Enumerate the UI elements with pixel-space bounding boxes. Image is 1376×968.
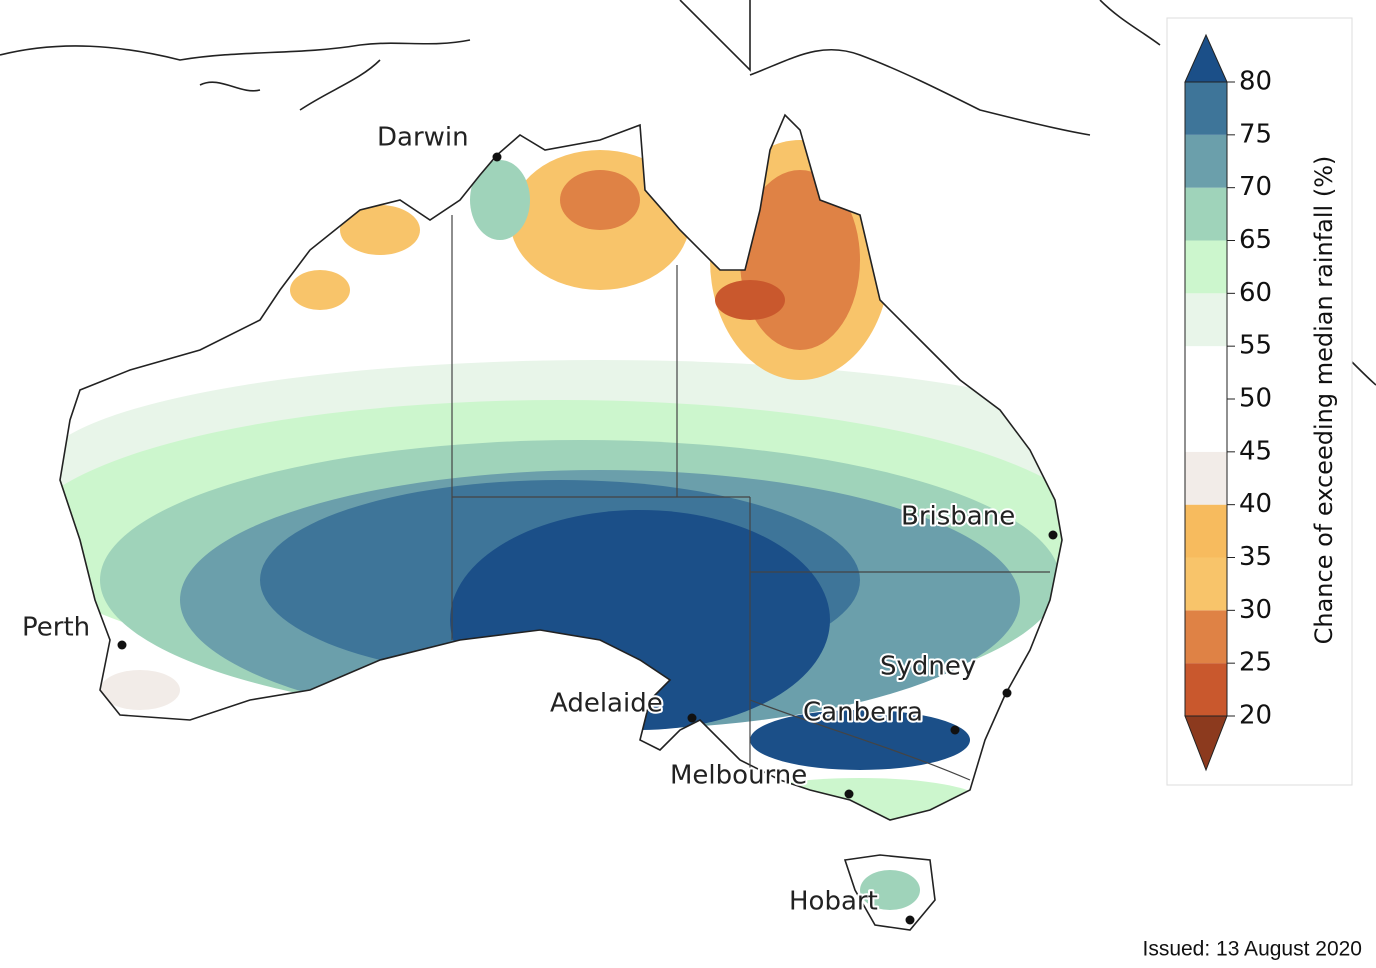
colorbar-band bbox=[1185, 134, 1227, 188]
colorbar-band bbox=[1185, 82, 1227, 135]
city-label: Sydney bbox=[880, 652, 976, 682]
colorbar-tick-label: 20 bbox=[1239, 701, 1272, 731]
city-label: Melbourne bbox=[670, 761, 807, 791]
colorbar-tick-label: 80 bbox=[1239, 67, 1272, 97]
city-dot bbox=[687, 713, 697, 723]
colorbar-band bbox=[1185, 187, 1227, 241]
colorbar: 20 25 30 35 40 45 50 55 60 65 70 75 80 bbox=[1184, 33, 1272, 772]
colorbar-tick-label: 55 bbox=[1239, 331, 1272, 361]
colorbar-band bbox=[1185, 557, 1227, 611]
colorbar-band bbox=[1185, 451, 1227, 505]
colorbar-band bbox=[1185, 504, 1227, 558]
city-dot bbox=[117, 640, 127, 650]
colorbar-tick-label: 30 bbox=[1239, 595, 1272, 625]
cities: Darwin Perth Adelaide Melbourne Canberra Sydn… bbox=[20, 121, 1058, 925]
city-dot bbox=[1002, 688, 1012, 698]
city-label: Canberra bbox=[803, 698, 923, 728]
city-label: Adelaide bbox=[550, 689, 663, 719]
city-label: Perth bbox=[22, 613, 90, 643]
rainfall-field bbox=[60, 140, 1062, 910]
colorbar-label: Chance of exceeding median rainfall (%) bbox=[1310, 156, 1338, 645]
neighbour-coastlines bbox=[0, 0, 1376, 386]
city-dot bbox=[1048, 530, 1058, 540]
colorbar-tick-label: 60 bbox=[1239, 278, 1272, 308]
colorbar-tick-label: 50 bbox=[1239, 384, 1272, 414]
colorbar-tick-label: 25 bbox=[1239, 648, 1272, 678]
city-label: Hobart bbox=[789, 887, 878, 917]
city-dot bbox=[905, 915, 915, 925]
city-dot bbox=[950, 725, 960, 735]
issued-date: Issued: 13 August 2020 bbox=[1142, 938, 1362, 961]
colorbar-tick-label: 65 bbox=[1239, 225, 1272, 255]
city-label: Brisbane bbox=[901, 502, 1015, 532]
colorbar-tick-label: 40 bbox=[1239, 489, 1272, 519]
colorbar-tick-label: 70 bbox=[1239, 172, 1272, 202]
colorbar-tick-label: 45 bbox=[1239, 436, 1272, 466]
colorbar-band bbox=[1185, 610, 1227, 664]
city-dot bbox=[844, 789, 854, 799]
city-label: Darwin bbox=[377, 123, 469, 153]
colorbar-band bbox=[1185, 240, 1227, 294]
colorbar-band bbox=[1185, 293, 1227, 347]
state-borders bbox=[451, 215, 1050, 781]
colorbar-band bbox=[1185, 346, 1227, 399]
colorbar-band bbox=[1185, 663, 1227, 716]
coastline bbox=[59, 113, 1063, 931]
colorbar-tick-label: 35 bbox=[1239, 542, 1272, 572]
city-dot bbox=[492, 152, 502, 162]
colorbar-band bbox=[1185, 399, 1227, 452]
colorbar-tick-label: 75 bbox=[1239, 119, 1272, 149]
